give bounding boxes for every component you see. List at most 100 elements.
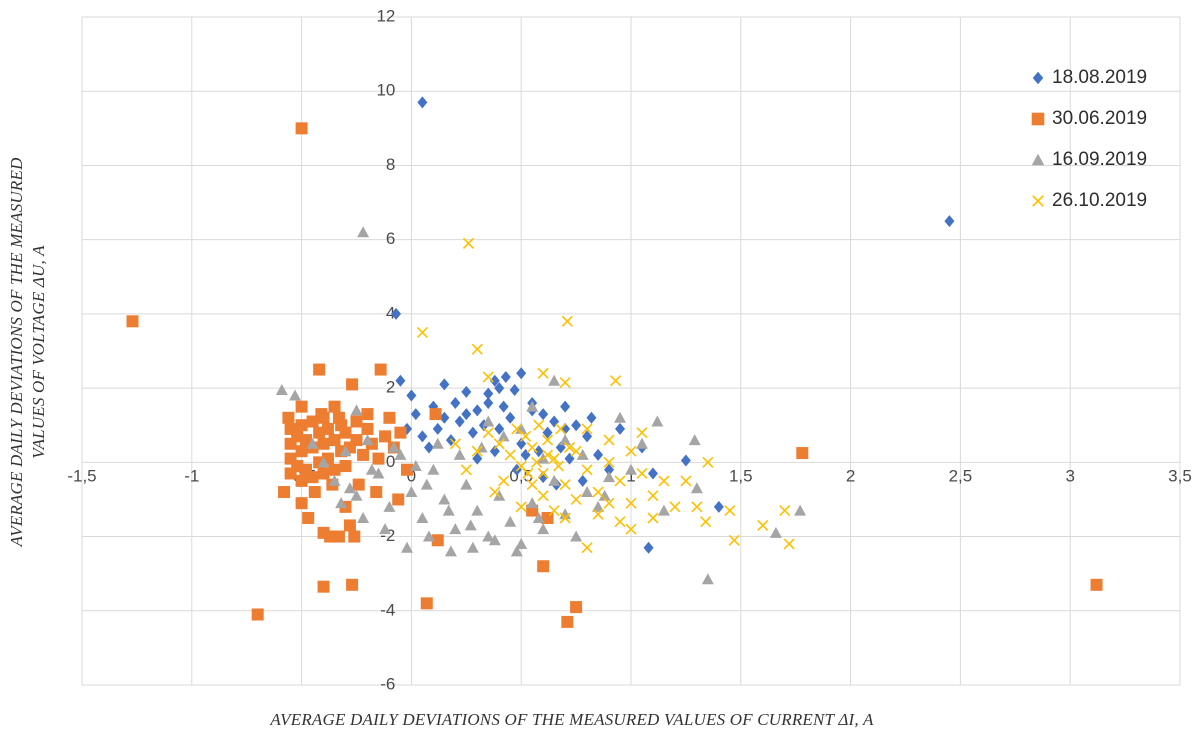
data-point	[317, 580, 330, 593]
data-point	[387, 441, 400, 453]
data-point	[526, 497, 539, 509]
data-point	[406, 389, 417, 402]
data-point	[350, 404, 363, 416]
data-point	[383, 411, 396, 424]
data-point	[593, 448, 604, 461]
data-point	[647, 467, 658, 480]
data-point	[431, 534, 444, 547]
data-point	[526, 504, 539, 517]
data-point	[548, 474, 561, 486]
data-point	[339, 460, 352, 473]
data-point	[603, 471, 616, 483]
data-point	[357, 448, 370, 461]
data-point	[701, 573, 714, 585]
data-point	[537, 367, 549, 379]
data-point	[317, 437, 330, 450]
data-point	[494, 382, 505, 395]
data-point	[472, 452, 483, 465]
y-axis-title-line-2: VALUES OF VOLTAGE ΔU, A	[29, 245, 48, 459]
data-point	[295, 497, 308, 510]
data-points	[126, 96, 1103, 628]
data-point	[538, 471, 549, 484]
data-point	[581, 486, 594, 498]
x-tick-label: 1	[626, 466, 635, 485]
y-axis-title-line-1: AVERAGE DAILY DEVIATIONS OF THE MEASURED	[7, 157, 26, 548]
data-point	[548, 453, 560, 465]
data-point	[251, 608, 264, 621]
data-point	[461, 385, 472, 398]
data-point	[559, 508, 572, 520]
data-point	[570, 601, 583, 614]
data-point	[614, 516, 626, 528]
data-point	[328, 400, 341, 413]
data-point	[427, 463, 440, 475]
data-point	[361, 422, 374, 435]
data-point	[603, 497, 615, 509]
data-point	[582, 430, 593, 443]
data-point	[482, 415, 495, 427]
data-point	[581, 542, 593, 554]
data-point	[417, 96, 428, 109]
data-point	[516, 437, 527, 450]
data-point	[561, 615, 574, 628]
legend-marker	[1032, 71, 1044, 85]
data-point	[505, 411, 516, 424]
data-point	[548, 374, 561, 386]
data-point	[614, 475, 626, 487]
data-point	[488, 534, 501, 546]
data-point	[379, 430, 392, 443]
data-point	[282, 411, 295, 424]
data-point	[439, 411, 450, 424]
y-tick-label: 0	[386, 452, 395, 471]
data-point	[643, 541, 654, 554]
y-tick-label: 4	[386, 303, 395, 322]
legend-label: 18.08.2019	[1052, 67, 1147, 88]
data-point	[598, 489, 611, 501]
data-point	[483, 396, 494, 409]
data-point	[346, 378, 359, 391]
data-point	[522, 467, 534, 480]
legend-label: 26.10.2019	[1052, 190, 1147, 211]
data-point	[439, 378, 450, 391]
data-point	[352, 478, 365, 491]
y-tick-label: -6	[380, 674, 395, 693]
y-tick-label: 2	[386, 378, 395, 397]
data-point	[497, 430, 510, 442]
data-point	[794, 504, 807, 516]
data-point	[482, 427, 494, 439]
data-point	[343, 482, 356, 494]
data-point	[498, 475, 510, 487]
legend-label: 16.09.2019	[1052, 149, 1147, 170]
data-point	[724, 505, 736, 517]
data-point	[533, 419, 545, 431]
data-point	[420, 597, 433, 610]
data-point	[504, 449, 516, 461]
data-point	[592, 508, 604, 520]
data-point	[610, 375, 622, 387]
data-point	[423, 441, 434, 454]
data-point	[372, 452, 385, 465]
data-point	[328, 474, 341, 486]
data-point	[581, 423, 593, 435]
data-point	[702, 456, 714, 468]
y-tick-label: 6	[386, 229, 395, 248]
data-point	[295, 122, 308, 135]
x-tick-label: 0	[407, 466, 416, 485]
data-point	[515, 501, 527, 513]
data-point	[409, 460, 422, 472]
data-point	[541, 449, 554, 461]
data-point	[449, 523, 462, 535]
x-tick-label: -1	[184, 466, 199, 485]
data-point	[395, 374, 406, 387]
data-point	[680, 454, 691, 467]
data-point	[289, 389, 302, 401]
legend-item: 26.10.2019	[1032, 190, 1147, 211]
data-point	[357, 512, 370, 523]
x-tick-label: 1,5	[729, 466, 753, 485]
legend-marker	[1032, 195, 1044, 207]
data-point	[537, 452, 550, 464]
data-point	[392, 493, 405, 506]
data-point	[431, 437, 444, 449]
data-point	[483, 387, 494, 400]
